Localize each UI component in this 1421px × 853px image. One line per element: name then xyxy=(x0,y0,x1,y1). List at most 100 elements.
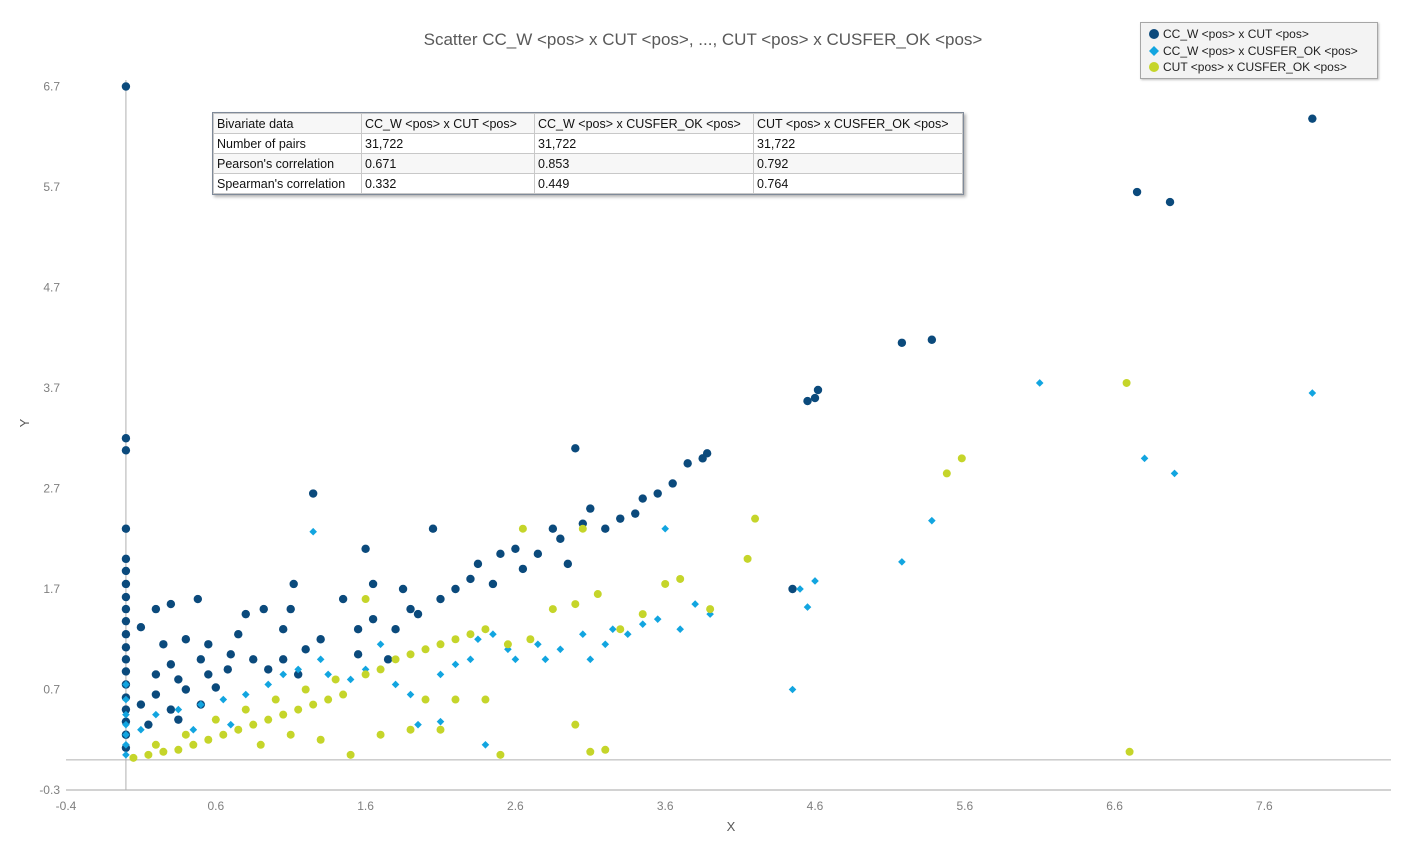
data-point xyxy=(496,750,505,759)
data-point xyxy=(436,640,445,649)
data-point xyxy=(226,720,235,729)
data-point xyxy=(1122,378,1131,387)
data-point xyxy=(414,720,422,729)
data-point xyxy=(691,600,699,608)
data-point xyxy=(421,695,430,704)
data-point xyxy=(286,604,295,614)
data-point xyxy=(436,725,445,734)
data-point xyxy=(174,715,183,724)
data-point xyxy=(788,685,797,694)
data-point xyxy=(316,655,325,664)
data-point xyxy=(638,610,647,619)
data-point xyxy=(204,735,213,744)
y-tick-label: 6.7 xyxy=(43,80,60,94)
diamond-marker-icon xyxy=(1147,44,1161,58)
data-point xyxy=(121,616,131,626)
data-point xyxy=(189,740,198,749)
data-point xyxy=(706,605,715,614)
data-point xyxy=(181,730,190,739)
legend-item-cut-cusfer[interactable]: CUT <pos> x CUSFER_OK <pos> xyxy=(1147,59,1377,76)
bivariate-stats-table: Bivariate data CC_W <pos> x CUT <pos> CC… xyxy=(212,112,964,195)
data-point xyxy=(353,625,363,634)
legend-label: CC_W <pos> x CUSFER_OK <pos> xyxy=(1163,43,1358,58)
x-tick-label: 0.6 xyxy=(207,799,224,813)
data-point xyxy=(391,625,400,634)
data-point xyxy=(241,690,250,699)
data-point xyxy=(927,335,937,344)
legend-label: CC_W <pos> x CUT <pos> xyxy=(1163,27,1309,42)
data-point xyxy=(601,745,610,754)
data-point xyxy=(489,630,497,639)
x-tick-label: -0.4 xyxy=(56,799,77,813)
stats-cell: 31,722 xyxy=(534,133,754,154)
data-point xyxy=(616,625,625,634)
data-point xyxy=(541,655,550,664)
stats-row-spearman: Spearman's correlation 0.332 0.449 0.764 xyxy=(213,173,963,194)
data-point xyxy=(928,516,936,525)
stats-cell: 0.764 xyxy=(753,173,963,194)
data-point xyxy=(368,579,378,589)
y-axis-title: Y xyxy=(17,418,32,427)
data-point xyxy=(121,434,131,443)
data-point xyxy=(121,592,131,602)
data-point xyxy=(1140,454,1149,463)
data-point xyxy=(811,577,819,585)
x-tick-label: 1.6 xyxy=(357,799,374,813)
data-point xyxy=(898,558,906,566)
data-point xyxy=(1170,469,1179,478)
data-point xyxy=(294,705,303,714)
data-point xyxy=(586,747,595,756)
data-point xyxy=(1132,187,1142,197)
data-point xyxy=(234,630,243,639)
data-point xyxy=(279,670,288,679)
data-point xyxy=(122,710,130,719)
data-point xyxy=(226,650,235,659)
data-point xyxy=(151,690,161,699)
data-point xyxy=(136,700,146,709)
data-point xyxy=(301,645,310,654)
x-tick-label: 5.6 xyxy=(956,799,973,813)
data-point xyxy=(593,590,602,599)
stats-cell: 0.792 xyxy=(753,153,963,174)
data-point xyxy=(436,717,445,726)
legend-item-cc-w-cusfer[interactable]: CC_W <pos> x CUSFER_OK <pos> xyxy=(1147,43,1377,60)
data-point xyxy=(481,695,490,704)
data-point xyxy=(122,680,130,689)
stats-table-grid: Bivariate data CC_W <pos> x CUT <pos> CC… xyxy=(213,113,963,194)
data-point xyxy=(264,680,273,689)
data-point xyxy=(788,584,797,594)
data-point xyxy=(548,605,557,614)
data-point xyxy=(451,584,460,594)
data-point xyxy=(488,579,498,589)
data-point xyxy=(496,549,505,559)
stats-header-cell: Bivariate data xyxy=(213,113,362,134)
data-point xyxy=(751,514,760,523)
data-point xyxy=(796,585,804,593)
data-point xyxy=(361,544,370,553)
data-point xyxy=(586,504,595,513)
x-tick-labels: -0.4 0.6 1.6 2.6 3.6 4.6 5.6 6.6 7.6 xyxy=(56,799,1273,813)
legend-item-cc-w-cut[interactable]: CC_W <pos> x CUT <pos> xyxy=(1147,26,1377,43)
data-point xyxy=(702,449,712,458)
stats-header-cell: CUT <pos> x CUSFER_OK <pos> xyxy=(753,113,963,134)
data-point xyxy=(259,604,268,614)
data-point xyxy=(466,655,475,664)
data-point xyxy=(638,494,647,503)
data-point xyxy=(481,740,490,749)
data-point xyxy=(503,640,512,649)
data-point xyxy=(204,640,213,649)
stats-cell: 0.671 xyxy=(361,153,535,174)
data-point xyxy=(451,635,460,644)
data-point xyxy=(653,615,662,623)
circle-marker-icon xyxy=(1147,60,1161,74)
data-point xyxy=(309,700,318,709)
data-point xyxy=(121,566,131,576)
data-point xyxy=(428,524,438,533)
y-tick-label: 4.7 xyxy=(43,281,60,295)
data-point xyxy=(193,594,203,604)
data-point xyxy=(166,660,176,669)
data-point xyxy=(511,544,520,553)
data-point xyxy=(526,635,535,644)
legend[interactable]: CC_W <pos> x CUT <pos> CC_W <pos> x CUSF… xyxy=(1140,22,1378,79)
data-point xyxy=(301,685,310,694)
